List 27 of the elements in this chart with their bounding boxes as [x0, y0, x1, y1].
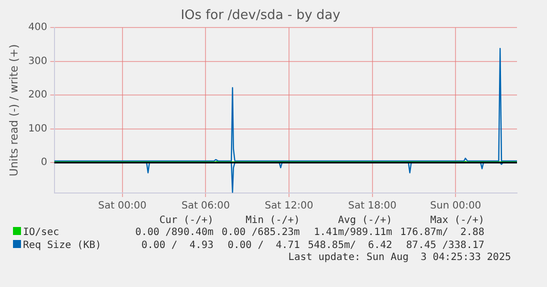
- y-tick-label: 100: [28, 123, 48, 134]
- text: 87.45 /338.17: [405, 239, 486, 252]
- x-tick-label: Sat 12:00: [264, 200, 314, 212]
- x-tick-label: Sun 00:00: [430, 200, 482, 212]
- text: 176.87m/ 2.88: [399, 226, 486, 239]
- y-tick-label: 0: [40, 157, 48, 168]
- text: 0.00 / 4.93: [140, 239, 215, 252]
- text: 548.85m/ 6.42: [306, 239, 394, 252]
- text: 1.41m/989.11m: [312, 226, 394, 239]
- text: 0.00 / 4.71: [226, 239, 301, 252]
- text: 0.00 /685.23m: [220, 226, 301, 239]
- x-tick-label: Sat 18:00: [348, 200, 397, 212]
- text: Max (-/+): [429, 215, 486, 226]
- y-tick-label: 300: [28, 56, 48, 67]
- y-axis-title: Units read (-) / write (+): [7, 44, 20, 176]
- y-tick-label: 400: [28, 22, 48, 34]
- text: Last update: Sun Aug 3 04:25:33 2025: [287, 252, 512, 263]
- x-tick-label: Sat 00:00: [98, 200, 147, 212]
- text: Avg (-/+): [336, 215, 394, 226]
- chart-title: IOs for /dev/sda - by day: [180, 8, 341, 24]
- y-tick-label: 200: [28, 90, 48, 101]
- legend-label: Req Size (KB): [22, 239, 102, 252]
- text: Min (-/+): [244, 215, 301, 226]
- legend-label: IO/sec: [22, 226, 60, 239]
- text: Cur (-/+): [158, 215, 215, 226]
- x-tick-label: Sat 06:00: [181, 200, 230, 212]
- text: 0.00 /890.40m: [134, 226, 215, 239]
